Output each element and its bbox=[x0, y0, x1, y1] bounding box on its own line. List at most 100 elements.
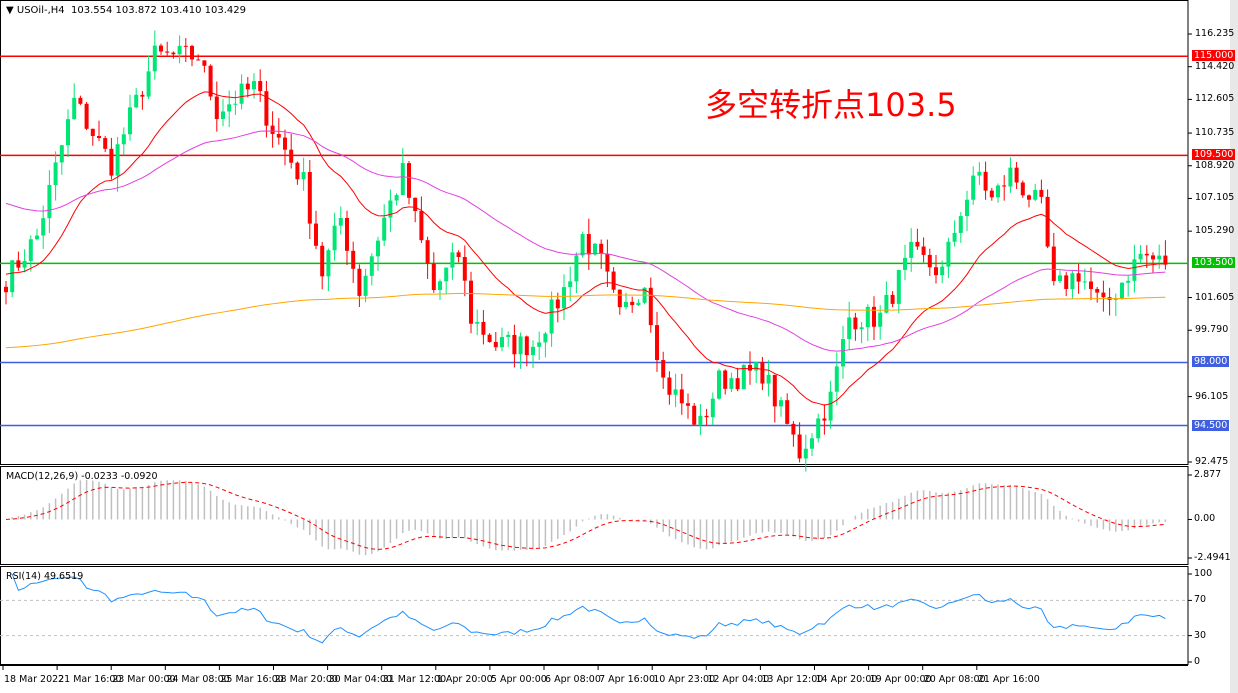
candle-body bbox=[940, 266, 945, 276]
candle-body bbox=[450, 252, 455, 268]
candle-body bbox=[487, 334, 492, 342]
candle-body bbox=[16, 260, 21, 268]
candle-body bbox=[890, 294, 895, 304]
time-tick-label: 23 Mar 00:00 bbox=[112, 674, 176, 685]
candle-body bbox=[338, 217, 343, 226]
candle-body bbox=[884, 294, 889, 313]
candle-body bbox=[41, 218, 46, 236]
panel-frame bbox=[0, 466, 1189, 565]
candle-body bbox=[1095, 288, 1100, 293]
candle-body bbox=[927, 254, 932, 268]
candle-body bbox=[1157, 255, 1162, 260]
rsi-tick-label: 0 bbox=[1194, 656, 1201, 667]
candle-body bbox=[655, 325, 659, 361]
candle-body bbox=[146, 71, 151, 97]
candle-body bbox=[1151, 255, 1155, 260]
candle-body bbox=[785, 400, 790, 424]
candle-body bbox=[369, 256, 374, 276]
candle-body bbox=[1045, 196, 1050, 247]
candle-body bbox=[22, 260, 27, 268]
candle-body bbox=[673, 389, 678, 395]
level-label: 94.500 bbox=[1192, 419, 1230, 431]
candle-body bbox=[357, 268, 362, 296]
candle-body bbox=[772, 374, 777, 407]
candle-body bbox=[636, 302, 641, 306]
candle-body bbox=[946, 241, 951, 267]
time-tick-label: 21 Apr 16:00 bbox=[977, 674, 1040, 685]
candle-body bbox=[239, 83, 244, 104]
symbol: USOil-,H4 bbox=[16, 5, 65, 16]
candle-body bbox=[717, 370, 721, 399]
candle-body bbox=[1126, 280, 1131, 283]
candle-body bbox=[667, 377, 672, 395]
level-label: 98.000 bbox=[1192, 356, 1230, 368]
candle-body bbox=[1039, 189, 1044, 197]
candle-body bbox=[741, 364, 746, 390]
candle-body bbox=[989, 190, 994, 198]
candle-body bbox=[593, 243, 597, 255]
time-tick-label: 6 Apr 08:00 bbox=[545, 674, 601, 685]
candle-body bbox=[419, 211, 424, 241]
candle-body bbox=[1008, 167, 1013, 187]
candle-body bbox=[679, 389, 684, 404]
candle-body bbox=[586, 234, 591, 255]
candle-body bbox=[35, 235, 39, 240]
candle-body bbox=[574, 255, 579, 282]
rsi-line bbox=[11, 573, 1166, 644]
price-tick-label: 99.790 bbox=[1195, 324, 1229, 336]
candle-body bbox=[903, 257, 907, 270]
candle-body bbox=[214, 96, 219, 120]
time-tick-label: 18 Mar 2022 bbox=[4, 674, 65, 685]
candle-body bbox=[506, 334, 511, 338]
candle-body bbox=[531, 346, 535, 356]
candle-body bbox=[518, 336, 523, 355]
price-tick-label: 116.235 bbox=[1195, 28, 1235, 39]
time-tick-label: 28 Mar 20:00 bbox=[274, 674, 338, 685]
candle-body bbox=[909, 241, 914, 258]
candle-body bbox=[803, 448, 808, 459]
price-tick-label: 101.605 bbox=[1195, 291, 1235, 303]
time-tick-label: 30 Mar 04:00 bbox=[328, 674, 393, 685]
candle-body bbox=[555, 299, 560, 309]
close-value: 103.429 bbox=[204, 5, 246, 16]
candle-body bbox=[431, 263, 436, 291]
price-tick-label: 110.735 bbox=[1195, 127, 1235, 139]
candle-body bbox=[382, 217, 387, 241]
candle-body bbox=[276, 134, 281, 138]
candle-body bbox=[400, 163, 405, 196]
candle-body bbox=[1002, 185, 1007, 187]
candle-body bbox=[84, 103, 89, 129]
candle-body bbox=[692, 405, 697, 425]
candle-body bbox=[72, 97, 77, 120]
time-tick-label: 21 Mar 16:00 bbox=[58, 674, 122, 685]
macd-signal-line bbox=[5, 481, 1166, 550]
candle-body bbox=[295, 162, 300, 180]
candle-body bbox=[853, 317, 858, 330]
candle-body bbox=[735, 378, 740, 390]
time-tick-label: 25 Mar 16:00 bbox=[220, 674, 284, 685]
candle-body bbox=[1064, 275, 1069, 289]
candle-body bbox=[233, 103, 238, 105]
candle-body bbox=[469, 280, 473, 324]
candle-body bbox=[165, 51, 170, 53]
candle-body bbox=[289, 149, 294, 163]
candle-body bbox=[425, 240, 430, 264]
candle-body bbox=[1070, 273, 1075, 289]
candle-body bbox=[320, 245, 325, 277]
candle-body bbox=[438, 281, 442, 291]
candle-body bbox=[1014, 167, 1019, 183]
candle-body bbox=[1058, 275, 1062, 282]
candle-body bbox=[177, 45, 182, 55]
candle-body bbox=[766, 374, 771, 384]
candle-body bbox=[605, 253, 610, 272]
candle-body bbox=[543, 333, 548, 343]
candle-body bbox=[10, 260, 15, 293]
candle-body bbox=[1020, 182, 1025, 196]
candle-body bbox=[1089, 281, 1093, 289]
candle-body bbox=[617, 289, 622, 308]
candle-body bbox=[723, 370, 728, 389]
candle-body bbox=[1144, 253, 1149, 256]
candle-body bbox=[1082, 281, 1087, 283]
candle-body bbox=[971, 175, 976, 200]
